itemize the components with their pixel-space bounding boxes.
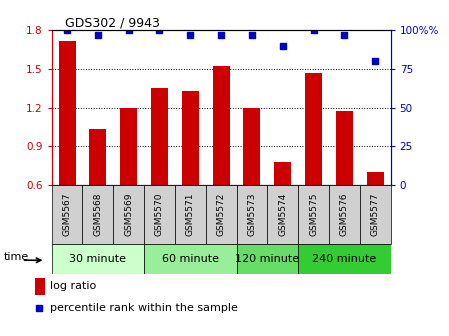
Bar (243, 108, 260, 185)
Bar (267, 185, 298, 244)
Bar (329, 185, 360, 244)
Bar (336, 112, 353, 185)
Point (156, 28, 163, 33)
Text: GSM5577: GSM5577 (371, 193, 380, 236)
Text: GSM5567: GSM5567 (62, 193, 71, 236)
Bar (298, 185, 329, 244)
Bar (151, 88, 168, 185)
Bar (367, 172, 384, 185)
Text: 120 minute: 120 minute (235, 254, 299, 264)
Point (279, 43, 286, 48)
Point (36, 305, 43, 310)
Point (217, 32, 224, 38)
Bar (360, 185, 391, 244)
Text: percentile rank within the sample: percentile rank within the sample (50, 303, 238, 313)
Bar (113, 185, 144, 244)
Bar (89, 129, 106, 185)
Point (63, 28, 70, 33)
Bar (175, 185, 206, 244)
Text: GSM5576: GSM5576 (340, 193, 349, 236)
Bar (206, 185, 237, 244)
Bar (213, 66, 229, 185)
Point (125, 28, 132, 33)
Text: log ratio: log ratio (50, 281, 96, 291)
Point (187, 32, 194, 38)
Text: GSM5570: GSM5570 (155, 193, 164, 236)
Text: GSM5574: GSM5574 (278, 193, 287, 236)
Text: GSM5569: GSM5569 (124, 193, 133, 236)
Bar (52, 185, 83, 244)
Text: GSM5573: GSM5573 (247, 193, 256, 236)
Text: GDS302 / 9943: GDS302 / 9943 (65, 16, 160, 29)
Bar (120, 108, 137, 185)
Bar (35, 278, 45, 295)
Bar (58, 41, 75, 185)
Bar (182, 91, 199, 185)
Text: 60 minute: 60 minute (162, 254, 219, 264)
Point (372, 58, 379, 64)
Text: 30 minute: 30 minute (69, 254, 126, 264)
Point (310, 28, 317, 33)
Text: GSM5572: GSM5572 (216, 193, 226, 236)
Point (94, 32, 101, 38)
Bar (298, 244, 391, 274)
Bar (52, 244, 144, 274)
Bar (144, 185, 175, 244)
Point (248, 32, 255, 38)
Text: GSM5571: GSM5571 (186, 193, 195, 236)
Point (341, 32, 348, 38)
Bar (274, 162, 291, 185)
Text: 240 minute: 240 minute (312, 254, 377, 264)
Text: GSM5575: GSM5575 (309, 193, 318, 236)
Bar (305, 73, 322, 185)
Bar (144, 244, 237, 274)
Text: time: time (4, 252, 29, 262)
Text: GSM5568: GSM5568 (93, 193, 102, 236)
Bar (237, 244, 298, 274)
Bar (237, 185, 267, 244)
Bar (83, 185, 113, 244)
